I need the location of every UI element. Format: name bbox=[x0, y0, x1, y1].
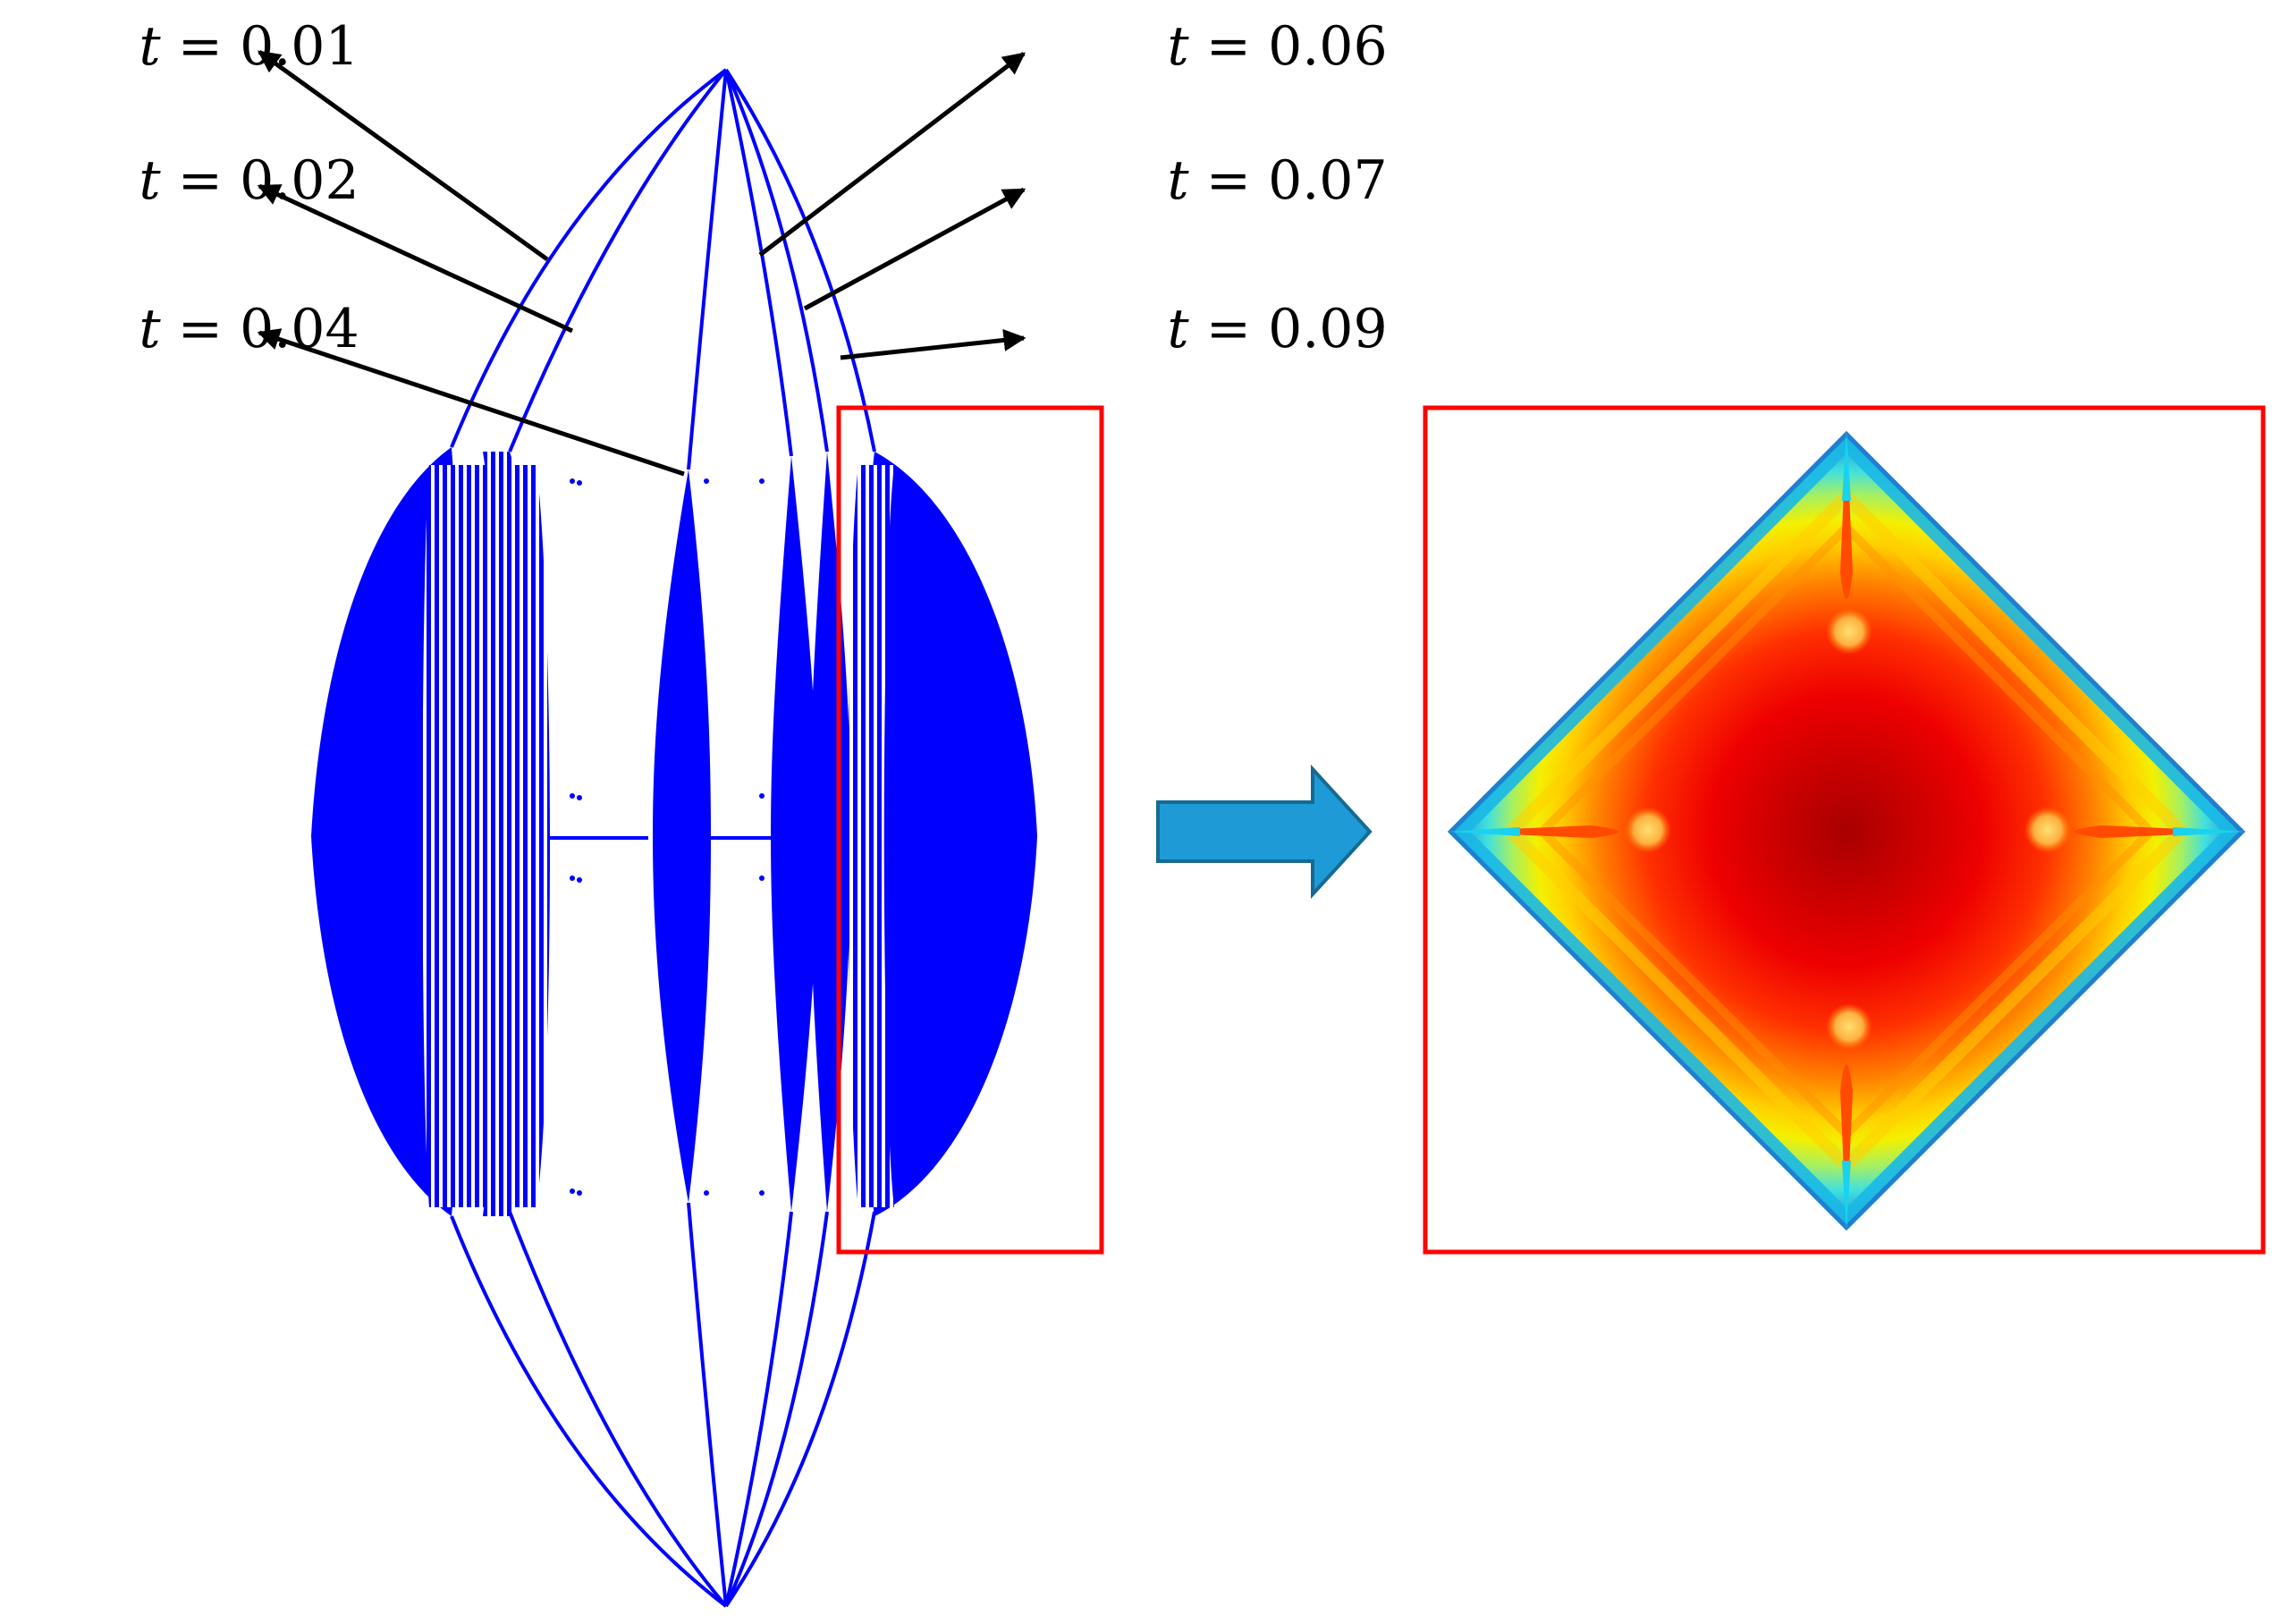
pointer-t009 bbox=[840, 328, 1026, 360]
heatmap-panel bbox=[1423, 405, 2266, 1255]
pointer-t001 bbox=[257, 49, 549, 262]
label-t007: t = 0.07 bbox=[1048, 149, 1473, 212]
pointer-t006 bbox=[758, 52, 1026, 257]
mesh-band-t007 bbox=[809, 452, 851, 1212]
stress-spikes bbox=[1448, 431, 2245, 1231]
label-t002: t = 0.02 bbox=[20, 149, 444, 212]
mesh-band-t006 bbox=[771, 456, 818, 1212]
time-labels: t = 0.01 t = 0.02 t = 0.04 t = 0.06 t = … bbox=[20, 15, 1473, 477]
mesh-sequence bbox=[311, 68, 1104, 1608]
pointer-t007 bbox=[803, 187, 1026, 311]
mesh-band-t009 bbox=[858, 452, 1037, 1216]
label-t001: t = 0.01 bbox=[20, 15, 444, 78]
label-t004: t = 0.04 bbox=[20, 298, 444, 360]
pointer-t004 bbox=[257, 328, 685, 477]
mesh-band-t002 bbox=[483, 452, 549, 1216]
mesh-band-t009-lines bbox=[848, 465, 894, 1207]
pointer-arrows bbox=[257, 49, 1026, 477]
mesh-scatter-nodes bbox=[570, 478, 765, 1196]
highlight-box-left bbox=[836, 405, 1104, 1255]
pointer-t002 bbox=[257, 183, 574, 334]
mesh-band-t004 bbox=[653, 469, 711, 1203]
hotspots bbox=[1625, 608, 2071, 1050]
label-t009: t = 0.09 bbox=[1048, 298, 1473, 360]
right-block-arrow-icon bbox=[1156, 764, 1373, 900]
label-t006: t = 0.06 bbox=[1048, 15, 1473, 78]
